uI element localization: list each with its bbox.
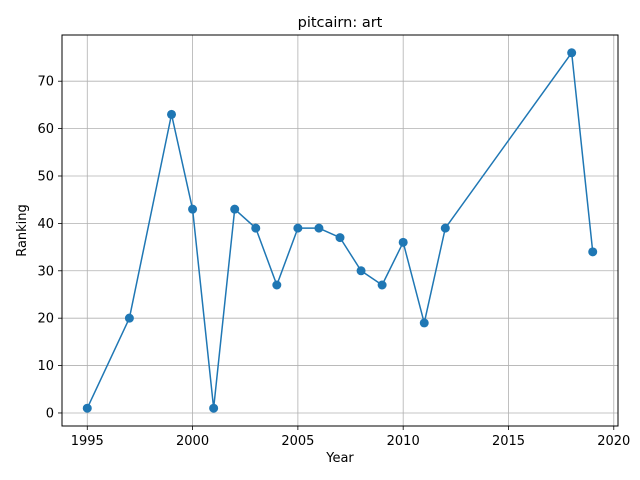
- plot-frame: [61, 34, 619, 427]
- x-tick-label: 2000: [176, 434, 209, 449]
- data-point: [419, 318, 429, 328]
- data-point: [167, 109, 177, 119]
- x-tick-label: 2020: [597, 434, 630, 449]
- y-tick-label: 40: [37, 217, 54, 232]
- grid-lines: [62, 35, 618, 426]
- y-tick-label: 0: [46, 406, 54, 421]
- data-point: [440, 223, 450, 233]
- y-tick-label: 30: [37, 264, 54, 279]
- y-tick-label: 20: [37, 312, 54, 327]
- data-point: [398, 237, 408, 247]
- chart-title: pitcairn: art: [298, 15, 383, 31]
- data-point: [209, 403, 219, 413]
- data-point: [356, 266, 366, 276]
- series-group: [82, 48, 598, 413]
- data-point: [188, 204, 198, 214]
- data-point: [314, 223, 324, 233]
- data-point: [124, 313, 134, 323]
- data-point: [230, 204, 240, 214]
- data-point: [567, 48, 577, 58]
- data-point: [82, 403, 92, 413]
- y-tick-label: 10: [37, 359, 54, 374]
- y-tick-label: 70: [37, 75, 54, 90]
- y-tick-label: 50: [37, 169, 54, 184]
- data-point: [335, 233, 345, 243]
- data-point: [293, 223, 303, 233]
- axis-ticks: 1995 2000 2005 2010 2015 2020 0 10 20 30 40 50 60 70: [37, 75, 630, 449]
- data-point: [588, 247, 598, 257]
- data-point: [377, 280, 387, 290]
- x-tick-label: 2015: [492, 434, 525, 449]
- x-tick-label: 1995: [71, 434, 104, 449]
- x-axis-label: Year: [325, 451, 354, 466]
- x-tick-label: 2005: [281, 434, 314, 449]
- x-tick-label: 2010: [387, 434, 420, 449]
- data-point: [251, 223, 261, 233]
- y-tick-label: 60: [37, 122, 54, 137]
- series-line: [86, 52, 594, 409]
- data-point: [272, 280, 282, 290]
- y-axis-label: Ranking: [15, 204, 30, 257]
